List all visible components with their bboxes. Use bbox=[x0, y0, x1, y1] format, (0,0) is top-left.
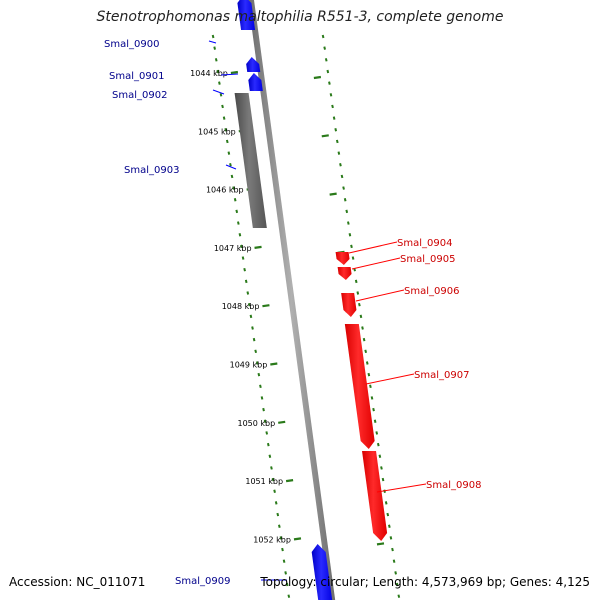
kbp-tick-reverse bbox=[313, 75, 322, 80]
gene-label[interactable]: Smal_0900 bbox=[104, 39, 159, 50]
gene-label[interactable]: Smal_0908 bbox=[426, 480, 481, 491]
kbp-tick-label: 1047 kbp bbox=[214, 244, 252, 253]
gene-feature[interactable] bbox=[246, 57, 261, 72]
gene-feature[interactable] bbox=[362, 451, 388, 541]
gene-label[interactable]: Smal_0903 bbox=[124, 165, 179, 176]
gene-feature[interactable] bbox=[237, 0, 256, 30]
gene-label[interactable]: Smal_0909 bbox=[175, 576, 230, 587]
gene-label[interactable]: Smal_0902 bbox=[112, 90, 167, 101]
gene-label-connector bbox=[365, 373, 415, 385]
gene-label-connector bbox=[208, 40, 217, 44]
gene-label-connector bbox=[351, 257, 401, 270]
gene-feature[interactable] bbox=[341, 293, 357, 317]
kbp-tick bbox=[254, 245, 262, 249]
gene-feature[interactable] bbox=[311, 544, 333, 600]
kbp-tick-label: 1049 kbp bbox=[230, 361, 268, 370]
gene-feature[interactable] bbox=[335, 252, 350, 265]
gene-label-connector bbox=[212, 89, 225, 95]
gene-label[interactable]: Smal_0907 bbox=[414, 370, 469, 381]
kbp-tick bbox=[262, 304, 270, 308]
kbp-tick-label: 1050 kbp bbox=[238, 419, 276, 428]
gene-feature[interactable] bbox=[337, 267, 352, 280]
gene-feature[interactable] bbox=[248, 73, 263, 91]
gene-label[interactable]: Smal_0904 bbox=[397, 238, 452, 249]
kbp-tick-reverse bbox=[376, 542, 385, 546]
kbp-tick bbox=[285, 479, 294, 483]
gene-label-connector bbox=[355, 289, 405, 302]
genome-summary-text: Topology: circular; Length: 4,573,969 bp… bbox=[260, 575, 590, 589]
kbp-tick-reverse bbox=[321, 134, 329, 138]
gene-label[interactable]: Smal_0901 bbox=[109, 71, 164, 82]
kbp-tick bbox=[293, 537, 302, 541]
kbp-tick bbox=[278, 420, 286, 424]
kbp-tick-label: 1052 kbp bbox=[253, 535, 291, 544]
genome-backbone bbox=[248, 0, 336, 600]
forward-tick-dots bbox=[211, 34, 291, 598]
map-title: Stenotrophomonas maltophilia R551-3, com… bbox=[96, 9, 504, 25]
kbp-tick bbox=[270, 362, 278, 366]
kbp-tick-reverse bbox=[329, 192, 337, 196]
kbp-tick-label: 1045 kbp bbox=[198, 127, 236, 136]
gene-label[interactable]: Smal_0905 bbox=[400, 254, 455, 265]
accession-text: Accession: NC_011071 bbox=[9, 575, 146, 589]
kbp-tick-label: 1051 kbp bbox=[245, 477, 283, 486]
kbp-tick-label: 1048 kbp bbox=[222, 302, 260, 311]
gene-feature[interactable] bbox=[344, 324, 375, 449]
kbp-tick-label: 1046 kbp bbox=[206, 186, 244, 195]
gene-label-connector bbox=[225, 164, 237, 170]
reverse-tick-dots bbox=[321, 34, 401, 598]
kbp-tick bbox=[230, 70, 239, 75]
gene-label-connector bbox=[348, 241, 398, 254]
gene-label[interactable]: Smal_0906 bbox=[404, 286, 459, 297]
kbp-tick-label: 1044 kbp bbox=[190, 69, 228, 78]
gene-label-connector bbox=[220, 73, 239, 76]
gene-label-connector bbox=[376, 483, 427, 493]
gene-feature[interactable] bbox=[234, 93, 267, 228]
